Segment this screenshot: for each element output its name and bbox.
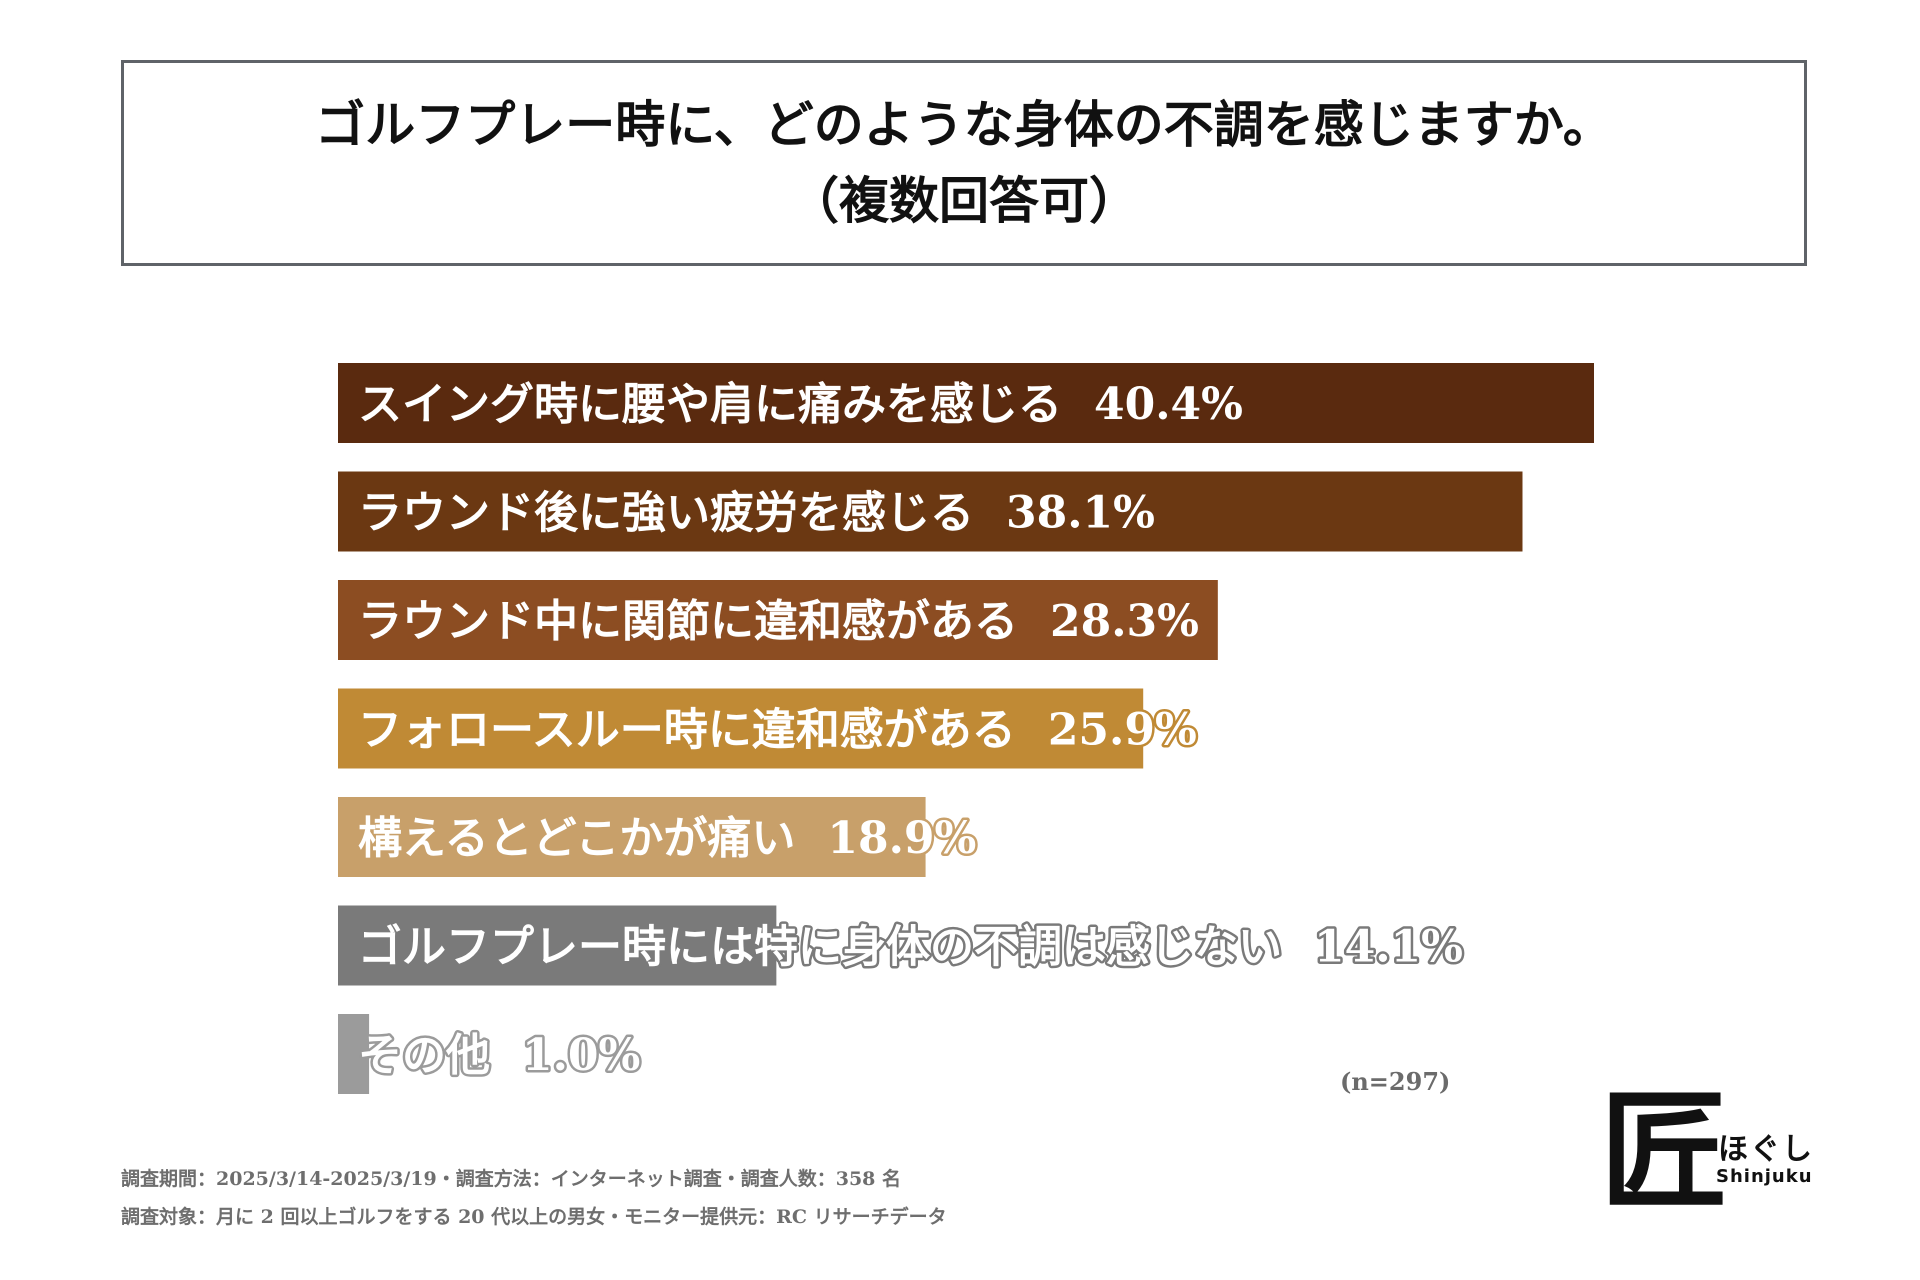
bar-label-2: ラウンド後に強い疲労を感じる (358, 488, 974, 539)
value-label-4: 25.9% (1048, 705, 1197, 756)
chart-title: ゴルフプレー時に、どのような身体の不調を感じますか。 (315, 95, 1613, 154)
value-label-1: 40.4% (1094, 379, 1243, 430)
brand-logo: 匠 ほぐし Shinjuku (1600, 1082, 1820, 1228)
bar-label-7: その他 (358, 1030, 490, 1081)
value-label-3: 28.3% (1050, 596, 1199, 647)
bar-label-5: 構えるとどこかが痛い (358, 813, 795, 864)
footnote-survey-target: 調査対象：月に 2 回以上ゴルフをする 20 代以上の男女・モニター提供元：RC… (121, 1206, 947, 1228)
bar-7 (338, 1014, 370, 1094)
bar-label-1: スイング時に腰や肩に痛みを感じる (358, 379, 1062, 430)
value-label-2: 38.1% (1006, 488, 1155, 539)
bar-4 (338, 688, 1144, 769)
bar-label-3: ラウンド中に関節に違和感がある (358, 596, 1018, 647)
sample-size-label: (n=297) (1340, 1067, 1451, 1096)
value-label-5: 18.9% (827, 813, 976, 864)
footnote-survey-period: 調査期間：2025/3/14-2025/3/19・調査方法：インターネット調査・… (121, 1168, 902, 1190)
bar-label-4: フォロースルー時に違和感がある (358, 705, 1016, 756)
bar-chart: スイング時に腰や肩に痛みを感じる 40.4% ラウンド後に強い疲労を感じる 38.1%… (338, 363, 1594, 1094)
title-box: ゴルフプレー時に、どのような身体の不調を感じますか。 （複数回答可） (121, 60, 1807, 266)
value-label-7: 1.0% (522, 1030, 640, 1081)
logo-city: Shinjuku (1716, 1166, 1813, 1187)
bar-1 (338, 363, 1594, 443)
bar-5 (338, 797, 926, 877)
bar-2 (338, 471, 1523, 552)
bar-3 (338, 580, 1218, 660)
value-label-6: 14.1% (1314, 922, 1463, 973)
bar-6 (338, 905, 777, 986)
bar-label-6: ゴルフプレー時には特に身体の不調は感じない (358, 922, 1282, 973)
chart-subtitle: （複数回答可） (789, 171, 1139, 230)
logo-subtitle: ほぐし (1718, 1132, 1814, 1167)
logo-mark: 匠 (1600, 1077, 1729, 1227)
